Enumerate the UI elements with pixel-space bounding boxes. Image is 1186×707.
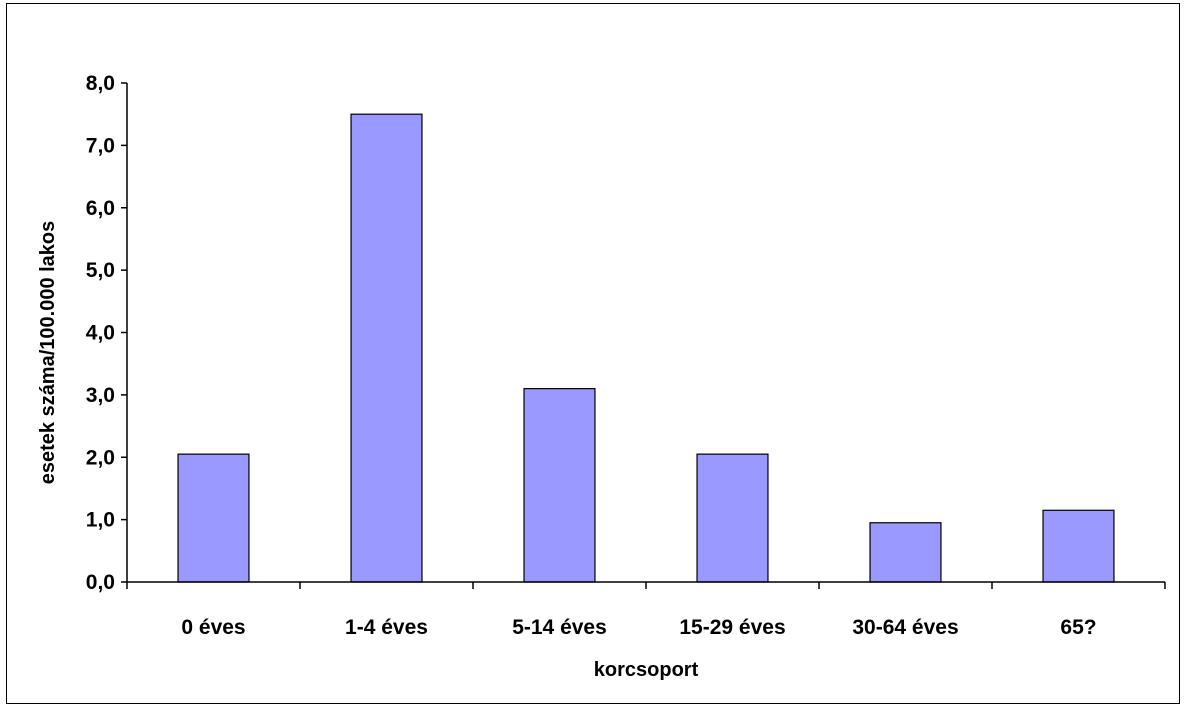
y-axis-ticks: 0,0 1,0 2,0 3,0 4,0 5,0 6,0 7,0 8,0 xyxy=(86,72,127,594)
x-tick-label: 5-14 éves xyxy=(512,616,607,639)
y-axis-title: esetek száma/100.000 lakos xyxy=(37,221,59,485)
y-tick-label: 6,0 xyxy=(86,197,115,220)
x-tick-label: 65? xyxy=(1060,616,1096,639)
x-tick-label: 0 éves xyxy=(181,616,245,639)
bar-0 xyxy=(177,453,250,583)
bar-1 xyxy=(350,113,423,583)
bar-series xyxy=(177,113,1115,583)
y-tick-label: 4,0 xyxy=(86,322,115,345)
bar-5 xyxy=(1042,509,1115,583)
x-axis-title: korcsoport xyxy=(594,659,699,681)
x-axis-ticks: 0 éves 1-4 éves 5-14 éves 15-29 éves 30-64 é… xyxy=(126,582,1166,639)
y-tick-label: 8,0 xyxy=(86,72,115,95)
x-tick-label: 15-29 éves xyxy=(679,616,785,639)
y-tick-label: 2,0 xyxy=(86,446,115,469)
bar-3 xyxy=(696,453,769,583)
y-tick-label: 1,0 xyxy=(86,509,115,532)
y-tick-label: 3,0 xyxy=(86,384,115,407)
x-tick-label: 1-4 éves xyxy=(345,616,428,639)
bar-chart: 0,0 1,0 2,0 3,0 4,0 5,0 6,0 7,0 8,0 0 éves 1-4 év… xyxy=(37,72,1166,681)
bar-2 xyxy=(523,388,596,583)
y-tick-label: 5,0 xyxy=(86,259,115,282)
bar-4 xyxy=(869,522,942,583)
y-tick-label: 7,0 xyxy=(86,134,115,157)
x-tick-label: 30-64 éves xyxy=(852,616,958,639)
chart-area: 0,0 1,0 2,0 3,0 4,0 5,0 6,0 7,0 8,0 0 éves 1-4 év… xyxy=(6,3,1180,704)
y-tick-label: 0,0 xyxy=(86,571,115,594)
